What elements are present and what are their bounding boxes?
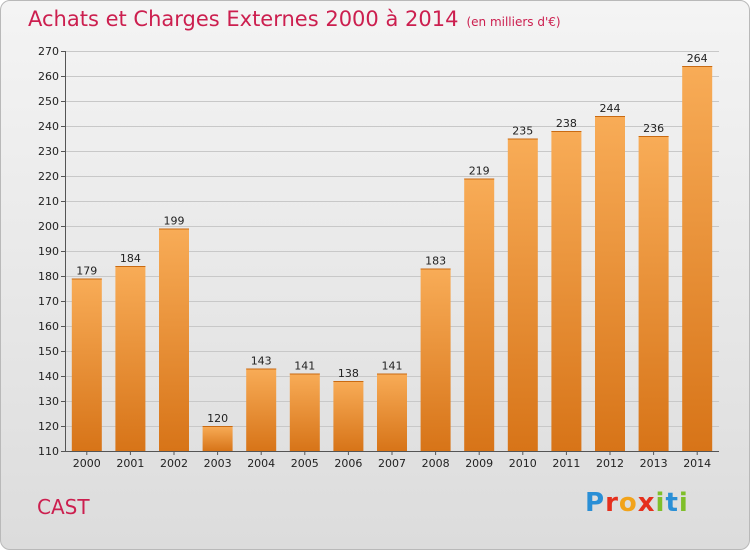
data-label-2011: 238 [556, 117, 577, 130]
bar-2011 [551, 131, 582, 451]
data-label-2004: 143 [251, 355, 272, 368]
bar-2002 [159, 228, 189, 451]
x-tick-label-2002: 2002 [160, 457, 188, 470]
x-tick-label-2005: 2005 [291, 457, 319, 470]
logo-letter: o [618, 488, 638, 518]
x-tick-label-2008: 2008 [422, 457, 450, 470]
axes [61, 51, 719, 455]
y-tick-label: 160 [38, 320, 59, 333]
commune-name: CAST [37, 495, 90, 519]
y-tick-label: 240 [38, 120, 59, 133]
y-tick-label: 110 [38, 445, 59, 458]
bar-2013 [638, 136, 669, 451]
bar-2005 [289, 373, 320, 451]
data-label-2009: 219 [469, 165, 490, 178]
bar-2003 [202, 426, 233, 451]
bar-2009 [464, 178, 495, 451]
bar-2001 [115, 266, 146, 451]
data-label-2003: 120 [207, 412, 228, 425]
data-label-2008: 183 [425, 255, 446, 268]
y-tick-label: 270 [38, 45, 59, 58]
bars [71, 66, 713, 451]
x-tick-label-2000: 2000 [73, 457, 101, 470]
logo-letter: i [678, 488, 689, 518]
title-text: Achats et Charges Externes 2000 à 2014 [28, 7, 459, 31]
data-label-2005: 141 [294, 360, 315, 373]
y-tick-label: 230 [38, 145, 59, 158]
logo-letter: x [637, 488, 656, 518]
x-tick-label-2003: 2003 [204, 457, 232, 470]
x-tick-label-2006: 2006 [334, 457, 362, 470]
data-label-2007: 141 [382, 360, 403, 373]
x-tick-label-2004: 2004 [247, 457, 275, 470]
x-tick-label-2013: 2013 [640, 457, 668, 470]
proxiti-logo: Proxiti [585, 488, 689, 518]
unit-text: (en milliers d'€) [466, 15, 561, 29]
bar-2010 [507, 138, 538, 451]
y-tick-label: 220 [38, 170, 59, 183]
x-tick-label-2011: 2011 [552, 457, 580, 470]
y-tick-label: 170 [38, 295, 59, 308]
logo-letter: i [655, 488, 666, 518]
y-tick-label: 250 [38, 95, 59, 108]
y-tick-label: 190 [38, 245, 59, 258]
logo-letter: t [665, 488, 679, 518]
data-label-2000: 179 [76, 265, 97, 278]
data-label-2010: 235 [512, 125, 533, 138]
data-label-2001: 184 [120, 252, 141, 265]
data-label-2014: 264 [687, 52, 708, 65]
bar-2014 [682, 66, 713, 451]
bar-2000 [71, 278, 102, 451]
y-tick-label: 210 [38, 195, 59, 208]
bar-2008 [420, 268, 451, 451]
data-label-2013: 236 [643, 122, 664, 135]
bar-2004 [246, 368, 277, 451]
bar-2012 [595, 116, 625, 451]
bar-2006 [333, 381, 364, 451]
x-tick-label-2007: 2007 [378, 457, 406, 470]
y-tick-label: 260 [38, 70, 59, 83]
chart-title: Achats et Charges Externes 2000 à 2014 (e… [28, 7, 561, 31]
y-tick-label: 180 [38, 270, 59, 283]
x-tick-label-2012: 2012 [596, 457, 624, 470]
labels: 110 120 130 140 150 160 170 180 190 200 210 220 230 2… [38, 45, 711, 470]
logo-letter: r [605, 488, 619, 518]
y-tick-label: 200 [38, 220, 59, 233]
x-tick-label-2001: 2001 [116, 457, 144, 470]
data-label-2002: 199 [164, 215, 185, 228]
x-tick-label-2014: 2014 [683, 457, 711, 470]
x-tick-label-2009: 2009 [465, 457, 493, 470]
x-tick-label-2010: 2010 [509, 457, 537, 470]
y-tick-label: 120 [38, 420, 59, 433]
logo-letter: P [585, 488, 606, 518]
y-tick-label: 130 [38, 395, 59, 408]
data-label-2006: 138 [338, 367, 359, 380]
data-label-2012: 244 [600, 102, 621, 115]
y-tick-label: 150 [38, 345, 59, 358]
y-tick-label: 140 [38, 370, 59, 383]
bar-2007 [377, 373, 407, 451]
